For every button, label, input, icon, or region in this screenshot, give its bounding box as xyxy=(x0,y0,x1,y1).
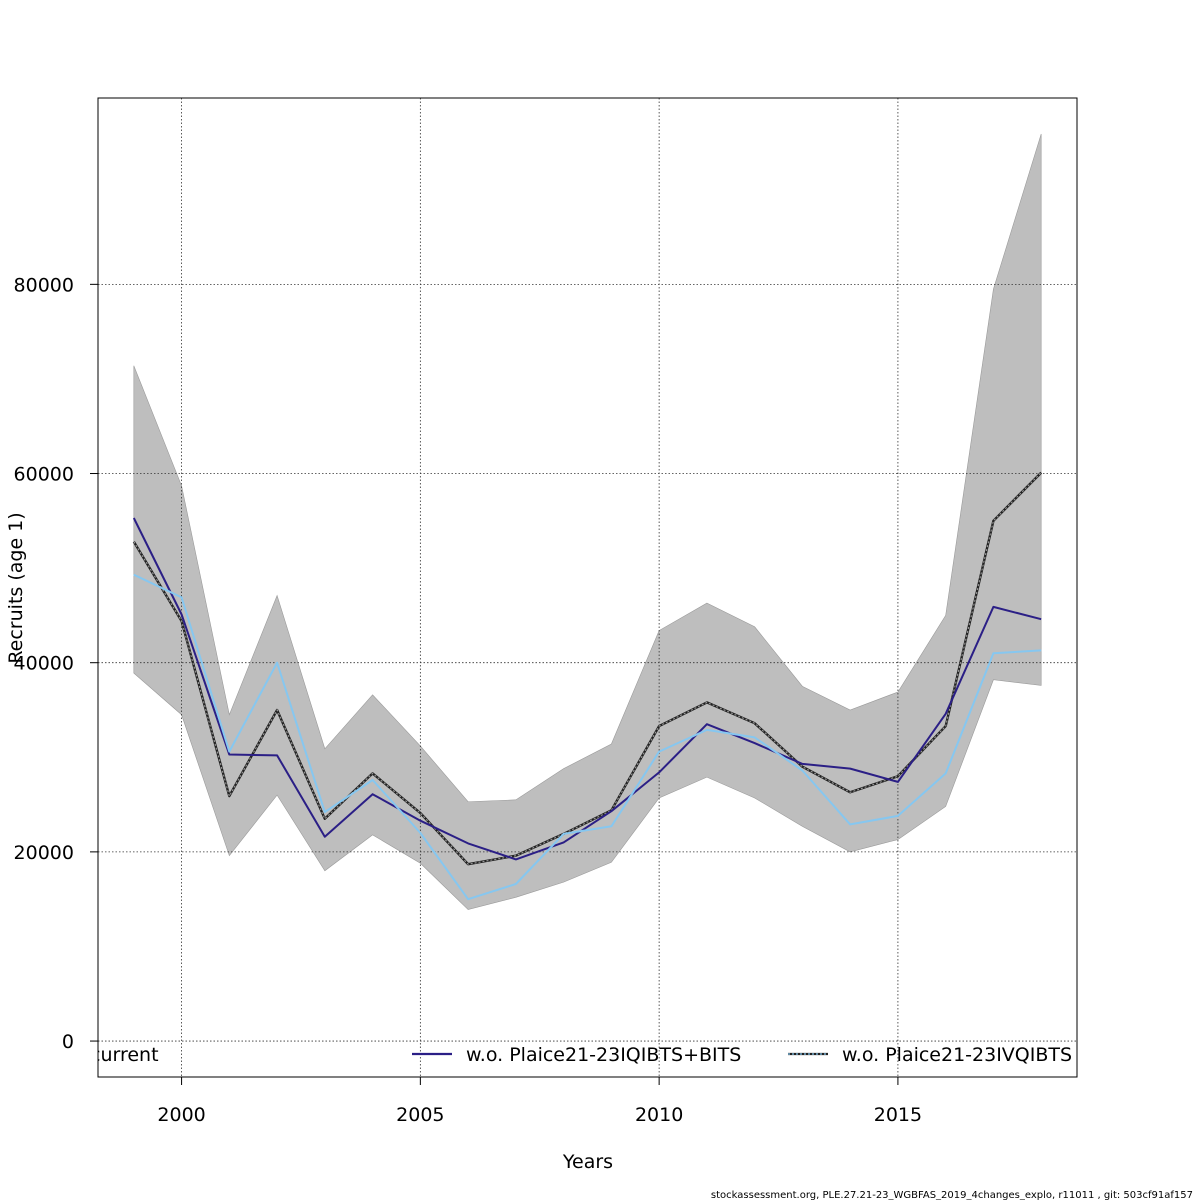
series-line-1 xyxy=(132,517,1042,861)
axes: 2000 2005 2010 2015 0 20000 40000 60000 80000 xyxy=(14,274,923,1126)
series-line-2 xyxy=(133,573,1042,901)
y-axis-title: Recruits (age 1) xyxy=(5,512,27,663)
plot-frame xyxy=(97,97,1078,1078)
y-tick-label: 60000 xyxy=(14,464,74,486)
legend-label: w.o. Plaice21-23IQIBTS+BITS xyxy=(466,1044,741,1066)
grid-layer xyxy=(98,98,1077,1077)
x-tick-label: 2015 xyxy=(874,1104,922,1126)
x-tick-label: 2005 xyxy=(396,1104,444,1126)
y-tick-label: 20000 xyxy=(14,842,74,864)
series-line-current-dash xyxy=(133,472,1042,865)
y-tick-label: 40000 xyxy=(14,653,74,675)
series-layer xyxy=(132,471,1043,901)
legend-label: current xyxy=(90,1044,159,1066)
y-tick-label: 80000 xyxy=(14,274,74,296)
x-tick-label: 2000 xyxy=(157,1104,205,1126)
confidence-band-layer xyxy=(133,133,1042,910)
y-tick-label: 0 xyxy=(62,1031,74,1053)
confidence-band xyxy=(133,133,1042,910)
x-tick-label: 2010 xyxy=(635,1104,683,1126)
x-axis-title: Years xyxy=(562,1151,613,1173)
legend-label: w.o. Plaice21-23IVQIBTS xyxy=(842,1044,1072,1066)
footer-credit: stockassessment.org, PLE.27.21-23_WGBFAS… xyxy=(711,1190,1193,1200)
legend: current w.o. Plaice21-23IQIBTS+BITS w.o. P… xyxy=(90,1044,1072,1066)
